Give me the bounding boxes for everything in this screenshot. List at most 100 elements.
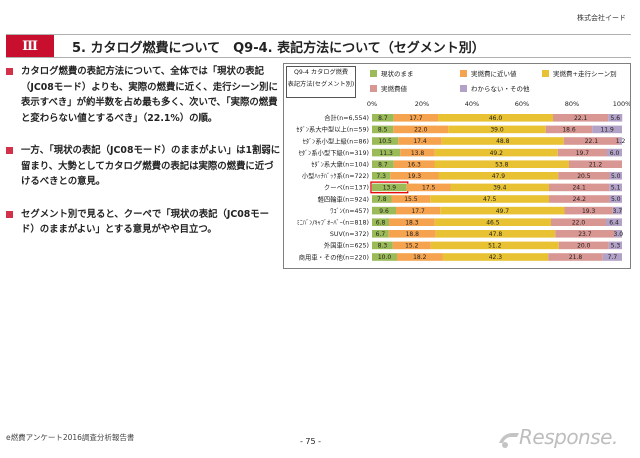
data-label: 47.8: [489, 231, 503, 238]
bar-segment: [450, 183, 549, 192]
bar-segment: [372, 160, 394, 168]
chart-legend: 現状のまま 実燃費に近い値 実燃費+走行シーン別 実燃費値 わからない・その他: [370, 66, 628, 96]
bar-segment: [448, 125, 546, 134]
bar-segment: [393, 114, 438, 122]
data-label: 7.7: [608, 254, 618, 261]
car-logo-icon: [499, 433, 519, 448]
bar-segment: [440, 206, 565, 215]
data-label: 7.3: [376, 173, 386, 180]
data-label: 5.0: [611, 196, 621, 203]
data-label: 46.0: [489, 115, 503, 122]
x-tick-label: 100%: [613, 100, 630, 108]
bar-segment: [548, 253, 603, 261]
data-label: 20.0: [577, 243, 591, 250]
category-label: ﾐﾆﾊﾞﾝ/ｷｬﾌﾞｵｰﾊﾞｰ(n=818): [297, 219, 369, 227]
question-label: Q9-4 カタログ燃費 表記方法(セグメント別): [286, 66, 356, 98]
bar-segment: [549, 195, 610, 203]
category-label: ｾﾀﾞﾝ系小型上級(n=86): [303, 136, 369, 145]
category-label: ﾜｺﾞﾝ(n=457): [330, 207, 369, 215]
legend-swatch: [460, 84, 467, 92]
page-title: 5. カタログ燃費について Q9-4. 表記方法について（セグメント別）: [72, 40, 485, 56]
bar-segment: [372, 114, 394, 122]
legend-item: 実燃費+走行シーン別: [542, 68, 617, 78]
data-label: 42.3: [489, 254, 503, 261]
bar-segment: [549, 183, 610, 192]
data-label: 5.3: [611, 243, 621, 250]
x-tick-label: 0%: [367, 100, 377, 108]
bar-segment: [372, 137, 399, 145]
legend-swatch: [542, 69, 549, 77]
bar-segment: [619, 137, 622, 145]
bar-segment: [393, 160, 435, 168]
bar-segment: [372, 148, 401, 157]
data-label: 6.4: [609, 219, 619, 226]
data-label: 5.1: [611, 185, 621, 192]
bullet-item: カタログ燃費の表記方法について、全体では「現状の表記（JC08モード）よりも、実…: [6, 64, 281, 126]
bar-segment: [434, 218, 551, 226]
data-label: 47.5: [483, 196, 497, 203]
bullet-text: 一方、「現状の表記（JC08モード）のままがよい」は1割弱に留まり、大勢としてカ…: [21, 145, 281, 187]
bar-segment: [372, 195, 392, 203]
data-label: 8.7: [378, 115, 388, 122]
category-label: 外国車(n=625): [324, 241, 369, 250]
bar-segment: [438, 114, 553, 122]
bar-segment: [563, 137, 619, 145]
category-label: 商用車・その他(n=220): [299, 252, 369, 261]
data-label: 11.9: [600, 127, 614, 134]
bar-segment: [608, 114, 623, 122]
bar-segment: [438, 172, 559, 180]
bar-segment: [602, 253, 622, 261]
question-line-1: Q9-4 カタログ燃費: [293, 69, 349, 76]
data-label: 9.6: [379, 208, 389, 215]
bullet-list: カタログ燃費の表記方法について、全体では「現状の表記（JC08モード）よりも、実…: [6, 64, 281, 255]
question-line-2: 表記方法(セグメント別): [287, 81, 355, 88]
bar-segment: [388, 230, 436, 238]
data-label: 8.7: [378, 161, 388, 168]
legend-label: 実燃費値: [381, 85, 407, 93]
data-label: 39.0: [490, 127, 504, 134]
bar-segment: [398, 137, 442, 145]
report-title: e燃費アンケート2016調査分析報告書: [6, 433, 135, 442]
data-label: 19.7: [576, 150, 590, 157]
category-label: クーペ(n=137): [324, 184, 369, 192]
bar-segment: [606, 218, 622, 226]
page-number: - 75 -: [300, 437, 322, 446]
bar-segment: [558, 241, 609, 250]
bar-segment: [607, 148, 622, 157]
bullet-marker-icon: [6, 68, 13, 75]
bar-segment: [551, 218, 606, 226]
bar-segment: [558, 172, 610, 180]
data-label: 13.9: [383, 185, 397, 192]
data-label: 22.0: [572, 219, 586, 226]
category-label: ｾﾀﾞﾝ系小型下級(n=319): [299, 148, 369, 157]
data-label: 13.8: [411, 150, 425, 157]
data-label: 11.3: [379, 150, 393, 157]
logo-text: Response.: [519, 425, 618, 449]
data-label: 17.4: [413, 138, 427, 145]
category-label: ｾﾀﾞﾝ系大中型以上(n=59): [296, 125, 369, 134]
bar-segment: [553, 114, 609, 122]
data-label: 1.2: [616, 138, 626, 145]
data-label: 23.7: [578, 231, 592, 238]
data-label: 22.1: [585, 138, 599, 145]
legend-item: わからない・その他: [460, 83, 530, 93]
category-label: 合計(n=6,554): [324, 113, 369, 122]
data-label: 5.6: [610, 115, 620, 122]
bar-segment: [614, 230, 622, 238]
bar-segment: [435, 230, 556, 238]
bullet-text: セグメント別で見ると、クーペで「現状の表記（JC08モード）のままがよい」とする…: [21, 208, 270, 236]
x-tick-label: 40%: [465, 100, 479, 108]
legend-item: 実燃費に近い値: [460, 68, 517, 78]
data-label: 7.8: [377, 196, 387, 203]
data-label: 21.8: [569, 254, 583, 261]
legend-swatch: [460, 69, 467, 77]
data-label: 51.2: [488, 243, 502, 250]
bar-segment: [612, 206, 622, 215]
data-label: 19.3: [582, 208, 596, 215]
legend-label: 実燃費+走行シーン別: [553, 70, 617, 78]
data-label: 49.2: [490, 150, 504, 157]
bar-segment: [372, 206, 396, 215]
data-label: 8.3: [378, 243, 388, 250]
data-label: 3.7: [613, 208, 623, 215]
x-tick-label: 60%: [515, 100, 529, 108]
